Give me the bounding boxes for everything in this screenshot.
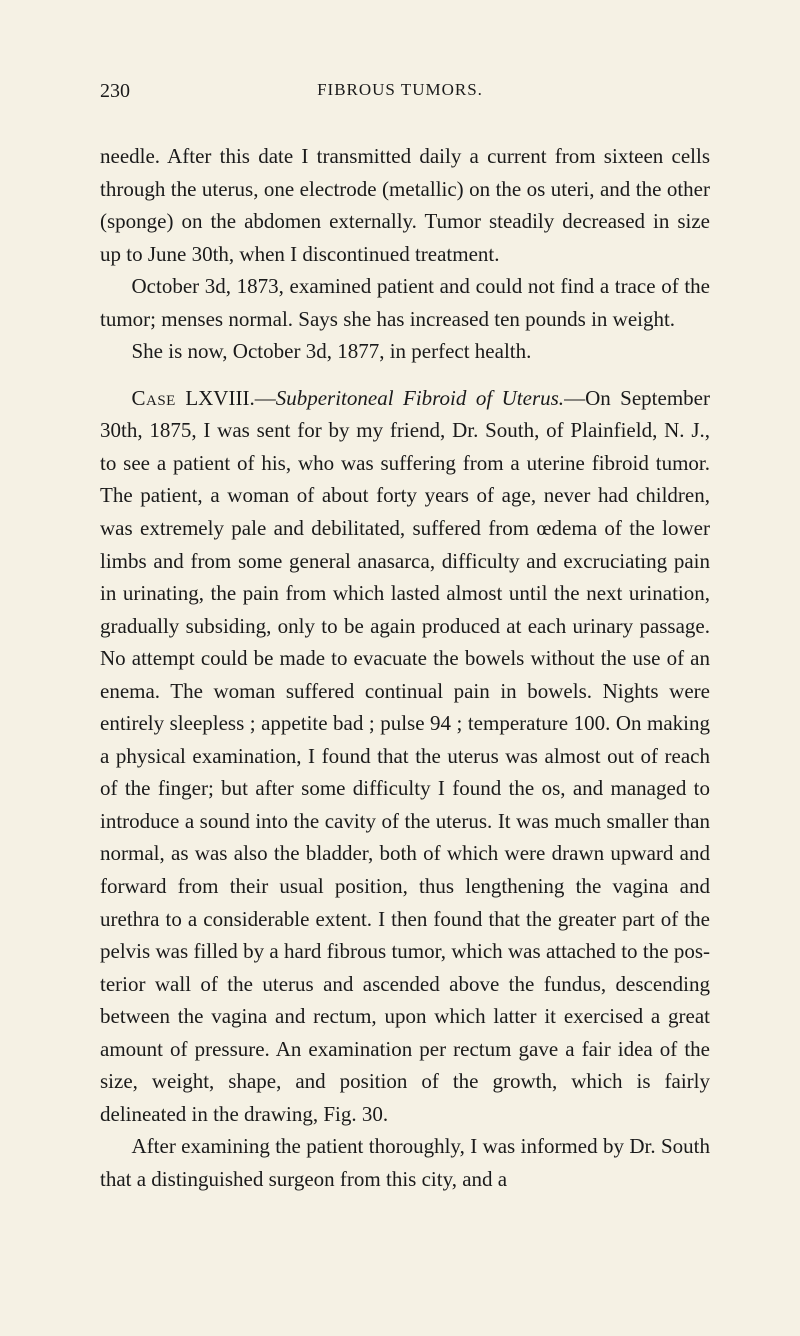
case-number: LXVIII.— xyxy=(176,386,276,410)
running-header: FIBROUS TUMORS. xyxy=(317,80,483,100)
case-paragraph: Case LXVIII.—Subperitoneal Fibroid of Ut… xyxy=(100,382,710,1131)
body-paragraph: October 3d, 1873, examined patient and c… xyxy=(100,270,710,335)
page-content: needle. After this date I transmitted da… xyxy=(100,140,710,1196)
case-title: Subperitoneal Fibroid of Uterus. xyxy=(276,386,564,410)
case-body: —On Sep­tember 30th, 1875, I was sent fo… xyxy=(100,386,710,1126)
body-paragraph: After examining the patient thoroughly, … xyxy=(100,1130,710,1195)
case-label: Case xyxy=(132,386,176,410)
body-paragraph: needle. After this date I transmitted da… xyxy=(100,140,710,270)
body-paragraph: She is now, October 3d, 1877, in perfect… xyxy=(100,335,710,368)
page-number: 230 xyxy=(100,80,130,103)
section-spacer xyxy=(100,368,710,382)
